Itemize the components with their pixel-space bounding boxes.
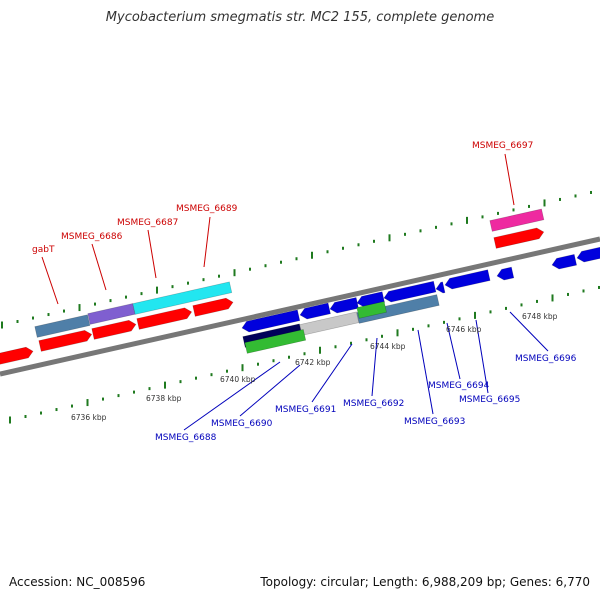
gene-label-MSMEG_6694[interactable]: MSMEG_6694	[428, 381, 490, 391]
gene-label-MSMEG_6690[interactable]: MSMEG_6690	[211, 419, 273, 429]
callout-line	[203, 216, 211, 268]
scale-label: 6742 kbp	[295, 358, 331, 367]
gene-arrow-shape	[576, 246, 600, 263]
callout-line	[371, 337, 378, 397]
gene-arrow-shape	[91, 319, 137, 340]
gene-label-MSMEG_6691[interactable]: MSMEG_6691	[275, 405, 336, 415]
gene-arrow[interactable]	[38, 329, 93, 352]
gene-block-MSMEG_6692[interactable]	[356, 301, 387, 319]
callout-line	[147, 229, 157, 279]
scale-label: 6738 kbp	[146, 394, 182, 403]
gene-block-MSMEG_6692-shape	[356, 301, 387, 319]
gene-block-MSMEG_6686[interactable]	[87, 303, 136, 325]
feature-tracks	[0, 208, 600, 366]
scale-label: 6748 kbp	[522, 312, 558, 321]
gene-block-MSMEG_6697[interactable]	[489, 208, 545, 232]
gene-arrow-shape	[241, 309, 301, 333]
gene-label-MSMEG_6687[interactable]: MSMEG_6687	[117, 218, 178, 228]
gene-arrow[interactable]	[241, 309, 301, 333]
gene-arrow-shape	[192, 297, 234, 317]
gene-label-MSMEG_6695[interactable]: MSMEG_6695	[459, 395, 520, 405]
gene-arrow-shape	[444, 269, 491, 290]
scale-label: 6746 kbp	[446, 325, 482, 334]
gene-label-MSMEG_6697[interactable]: MSMEG_6697	[472, 141, 533, 151]
tick-tracks	[1, 190, 600, 424]
genome-title: Mycobacterium smegmatis str. MC2 155, co…	[105, 10, 495, 25]
gene-label-MSMEG_6696[interactable]: MSMEG_6696	[515, 354, 577, 364]
gene-label-MSMEG_6692[interactable]: MSMEG_6692	[343, 399, 404, 409]
gene-arrow-shape	[0, 346, 34, 366]
gene-arrow-shape	[329, 297, 359, 314]
gene-block-MSMEG_6691[interactable]	[356, 294, 440, 324]
gene-block-MSMEG_6686-shape	[87, 303, 136, 325]
gene-label-MSMEG_6686[interactable]: MSMEG_6686	[61, 232, 123, 242]
gene-arrow-MSMEG_6697-shape	[493, 227, 545, 249]
gene-label-gabT[interactable]: gabT	[32, 245, 55, 255]
gene-label-MSMEG_6688[interactable]: MSMEG_6688	[155, 433, 217, 443]
gene-label-MSMEG_6693[interactable]: MSMEG_6693	[404, 417, 465, 427]
scale-label: 6744 kbp	[370, 342, 406, 351]
gene-block-MSMEG_6687[interactable]	[132, 281, 233, 315]
callout-lines	[41, 153, 549, 431]
gene-arrow-shape	[38, 329, 93, 352]
gene-arrow[interactable]	[192, 297, 234, 317]
gene-arrow[interactable]	[551, 254, 577, 270]
gene-arrow-MSMEG_6697[interactable]	[493, 227, 545, 249]
gene-arrow[interactable]	[136, 307, 193, 330]
callout-line	[446, 322, 461, 380]
callout-line	[504, 153, 515, 206]
gene-arrow[interactable]	[435, 281, 446, 294]
gene-label-MSMEG_6689[interactable]: MSMEG_6689	[176, 204, 238, 214]
gene-block-MSMEG_6691-shape	[356, 294, 440, 324]
callout-line	[41, 256, 59, 305]
callout-line	[311, 343, 353, 403]
gene-block-gabT[interactable]	[34, 314, 91, 338]
callout-line	[509, 311, 549, 352]
accession-text: Accession: NC_008596	[9, 575, 146, 589]
scale-label: 6736 kbp	[71, 413, 107, 422]
gene-block-green-shape	[244, 329, 307, 354]
callout-line	[417, 329, 434, 415]
gene-arrow[interactable]	[383, 280, 437, 303]
callout-line	[183, 361, 281, 431]
callout-line	[475, 319, 489, 394]
gene-arrow-shape	[299, 302, 331, 320]
gene-block-green[interactable]	[244, 329, 307, 354]
gene-arrow-shape	[551, 254, 577, 270]
genome-backbone	[0, 236, 600, 377]
gene-arrow-shape	[496, 266, 515, 281]
gene-block-gabT-shape	[34, 314, 91, 338]
callout-line	[91, 243, 107, 291]
gene-block-MSMEG_6697-shape	[489, 208, 545, 232]
topology-summary: Topology: circular; Length: 6,988,209 bp…	[260, 575, 590, 589]
gene-block-MSMEG_6687-shape	[132, 281, 233, 315]
gene-arrow[interactable]	[0, 346, 34, 366]
gene-arrow-shape	[383, 280, 437, 303]
gene-arrow-shape	[435, 281, 446, 294]
scale-label: 6740 kbp	[220, 375, 256, 384]
callout-line	[239, 364, 301, 417]
gene-arrow[interactable]	[444, 269, 491, 291]
gene-arrow[interactable]	[299, 302, 331, 320]
gene-arrow-shape	[136, 307, 193, 330]
gene-arrow[interactable]	[329, 297, 359, 314]
gene-arrow[interactable]	[496, 266, 515, 281]
gene-arrow[interactable]	[91, 319, 137, 340]
gene-arrow[interactable]	[576, 246, 600, 263]
